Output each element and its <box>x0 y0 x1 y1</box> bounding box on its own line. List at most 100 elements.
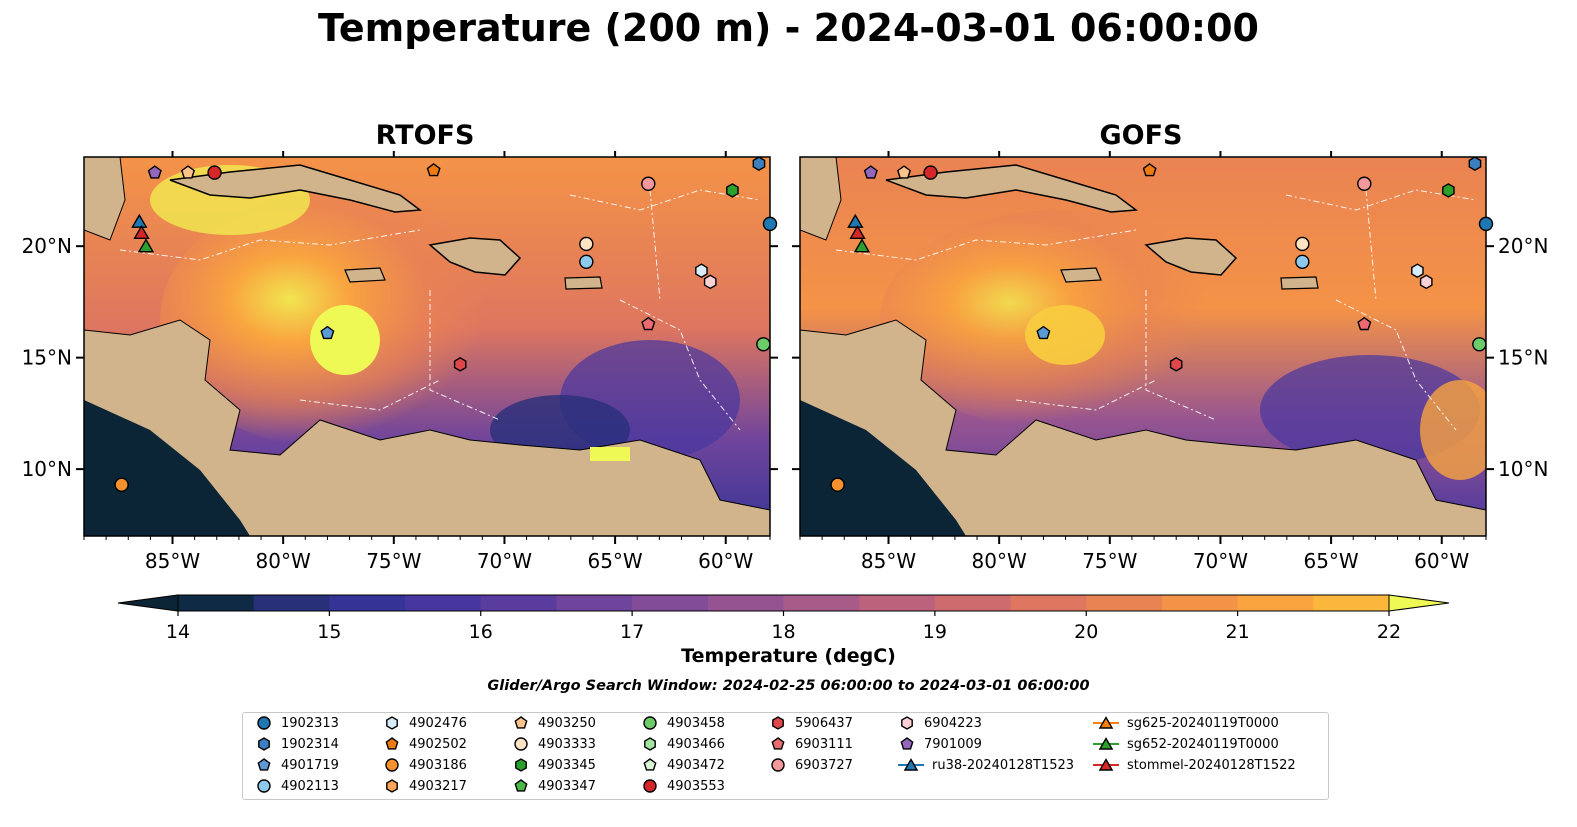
legend-item: 4903250 <box>512 715 596 731</box>
colorbar-tick-label: 16 <box>469 621 493 643</box>
legend-label: 4902476 <box>409 715 467 731</box>
warm-eddy <box>1025 305 1105 365</box>
colorbar-bin <box>329 595 406 611</box>
argo-float-5906437 <box>453 356 467 372</box>
argo-float-4903186 <box>114 477 129 492</box>
legend-item: sg652-20240119T0000 <box>1093 736 1279 752</box>
argo-float-4901719 <box>1036 325 1051 340</box>
legend-label: 1902314 <box>281 736 339 752</box>
legend-marker-icon <box>385 758 399 772</box>
argo-float-4902502 <box>426 163 441 177</box>
legend-pentagon-icon <box>900 737 914 750</box>
glider-sg652-20240119T0000 <box>853 238 871 253</box>
panel-title-gofs: GOFS <box>1099 120 1183 151</box>
legend-item: 1902314 <box>255 736 339 752</box>
lon-tick-label: 85°W <box>861 549 916 573</box>
argo-float-4903250 <box>896 165 912 179</box>
warm-patch <box>590 447 630 461</box>
observation-markers <box>114 156 1494 492</box>
lon-tick-label: 65°W <box>1303 549 1358 573</box>
colorbar-bin <box>859 595 936 611</box>
legend-item: 4902113 <box>255 778 339 794</box>
legend-item: 4903186 <box>383 757 467 773</box>
warm-eddy <box>310 305 380 375</box>
argo-float-1902313 <box>762 216 778 232</box>
legend-marker-icon <box>386 779 398 793</box>
legend-label: 4903458 <box>667 715 725 731</box>
land-cuba <box>169 164 423 213</box>
legend-label: 4902502 <box>409 736 467 752</box>
legend-marker-icon <box>257 758 271 771</box>
land-yucatan <box>84 157 126 241</box>
legend-marker-icon <box>257 779 271 793</box>
legend-marker-icon <box>772 716 784 730</box>
legend-marker-icon <box>1093 716 1119 729</box>
land-central-south-america <box>84 319 770 536</box>
legend-hexagon-icon <box>772 716 784 730</box>
argo-float-7901009 <box>863 165 878 179</box>
legend-hexagon-icon <box>644 737 656 751</box>
legend-label: 5906437 <box>795 715 853 731</box>
colorbar-bin <box>556 595 633 611</box>
map-ticks: 85°W 80°W 75°W 70°W 65°W 60°W 20°N 15°N 10°N 85°W… <box>22 151 1548 573</box>
lon-tick-label: 80°W <box>972 549 1027 573</box>
colorbar-label: Temperature (degC) <box>681 645 896 667</box>
lat-tick-label: 20°N <box>1498 234 1548 258</box>
argo-float-4902476 <box>695 263 708 279</box>
colorbar-bin <box>707 595 784 611</box>
legend-hexagon-icon <box>901 716 913 730</box>
colorbar-tick-label: 15 <box>317 621 341 643</box>
lon-tick-label: 60°W <box>698 549 753 573</box>
legend-label: stommel-20240128T1522 <box>1127 757 1296 773</box>
argo-float-5906437 <box>1169 356 1183 372</box>
lon-tick-label: 70°W <box>477 549 532 573</box>
colorbar-tick-label: 20 <box>1074 621 1098 643</box>
legend-item: sg625-20240119T0000 <box>1093 715 1279 731</box>
legend-pentagon-icon <box>514 779 528 792</box>
colorbar-bin <box>934 595 1012 611</box>
land-cuba <box>885 164 1139 213</box>
lon-tick-label: 75°W <box>1082 549 1137 573</box>
land-puerto-rico <box>564 276 603 290</box>
argo-float-4903333 <box>579 236 594 252</box>
eez-boundaries <box>835 189 1477 431</box>
legend-marker-icon <box>386 716 398 730</box>
argo-float-4903553 <box>207 165 222 180</box>
argo-float-4902502 <box>1142 163 1157 177</box>
legend-label: 6903111 <box>795 736 853 752</box>
legend-label: 4903186 <box>409 757 467 773</box>
legend-label: 7901009 <box>924 736 982 752</box>
argo-float-4901719 <box>320 325 335 340</box>
legend-pentagon-icon <box>385 737 399 750</box>
legend-marker-icon <box>643 758 657 771</box>
colorbar-bin <box>1313 595 1390 611</box>
map-panel-rtofs <box>84 157 770 536</box>
colorbar-tick-label: 17 <box>620 621 644 643</box>
legend-marker-icon <box>1093 737 1119 750</box>
colorbar-tick-label: 14 <box>166 621 190 643</box>
legend-marker-icon <box>257 716 271 730</box>
legend-item: 4903217 <box>383 778 467 794</box>
legend-marker-icon <box>771 758 785 772</box>
colorbar-bin <box>1237 595 1314 611</box>
search-window-text: Glider/Argo Search Window: 2024-02-25 06… <box>487 678 1090 694</box>
land-jamaica <box>344 267 386 283</box>
land-puerto-rico <box>1280 276 1319 290</box>
legend-item: 4903333 <box>512 736 596 752</box>
legend-marker-icon <box>514 716 528 729</box>
lat-tick-label: 10°N <box>22 457 72 481</box>
legend-label: 4903345 <box>538 757 596 773</box>
legend-marker-icon <box>644 737 656 751</box>
panel-title-rtofs: RTOFS <box>375 120 475 151</box>
argo-float-4902476 <box>1411 263 1424 279</box>
legend-marker-icon <box>515 758 527 772</box>
lon-tick-label: 65°W <box>587 549 642 573</box>
legend-pentagon-icon <box>643 758 657 771</box>
legend-label: 4903347 <box>538 778 596 794</box>
legend-item: 6903111 <box>769 736 853 752</box>
argo-float-6903111 <box>1357 316 1372 331</box>
legend-marker-icon <box>900 737 914 750</box>
colorbar-bin <box>783 595 860 611</box>
argo-float-4903553 <box>923 165 938 180</box>
